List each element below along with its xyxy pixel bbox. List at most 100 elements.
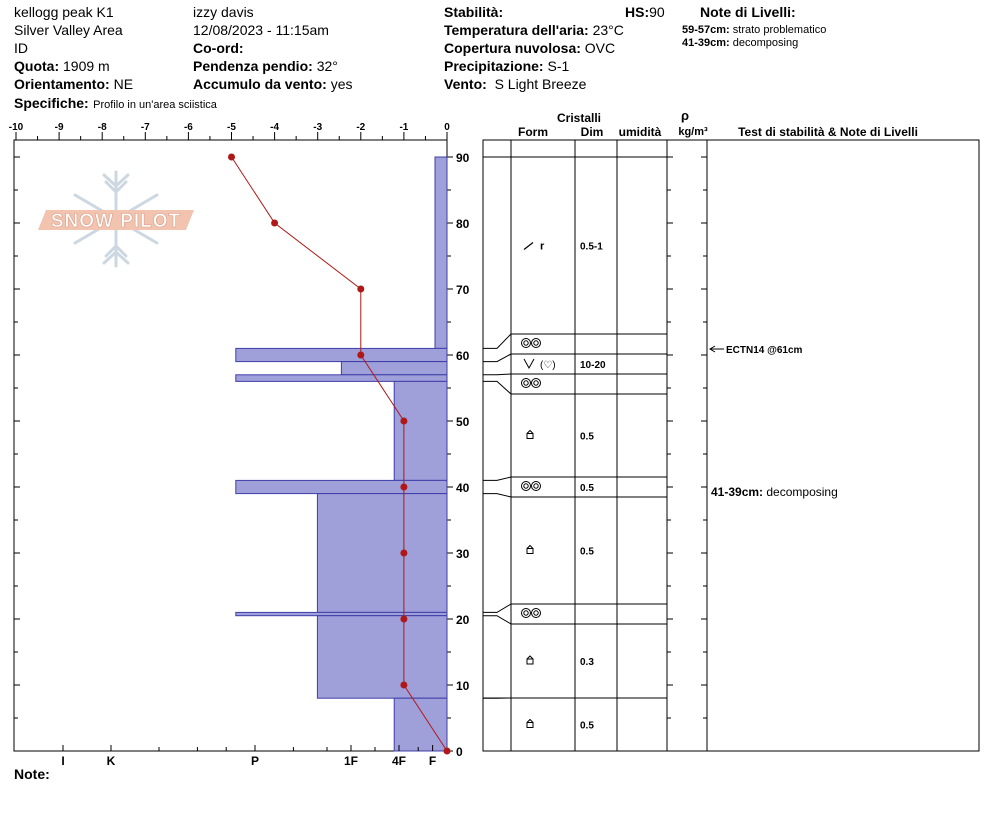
hardness-bar [316, 615, 448, 699]
hardness-bar [340, 361, 448, 376]
height-tick-label: 70 [456, 283, 470, 297]
specifiche-label: Specifiche: [14, 95, 89, 111]
density-ticks [667, 156, 707, 752]
coord-label: Co-ord: [193, 40, 244, 56]
rho-header: ρ [681, 108, 689, 123]
hardness-bar [316, 493, 448, 613]
orient-row: Orientamento: NE [14, 76, 133, 92]
quota-label: Quota: [14, 58, 60, 74]
hardness-label: I [61, 754, 64, 768]
melt-grain-outer [531, 378, 541, 388]
slope-label: Pendenza pendio: [193, 58, 313, 74]
faceted-crystals-icon [526, 718, 534, 728]
precip-row: Precipitazione: S-1 [444, 58, 569, 74]
temp-tick-label: -7 [141, 122, 150, 133]
layer-table-frame [482, 139, 980, 752]
height-tick-label: 90 [456, 151, 470, 165]
temperature-point [400, 483, 408, 491]
layer-row: 0.5 [521, 481, 594, 494]
layer-note-range: 59-57cm: [682, 24, 730, 36]
slope-row: Pendenza pendio: 32° [193, 58, 338, 74]
logo-band [38, 210, 194, 230]
layer-dim: 0.5 [580, 547, 594, 558]
melt-grain-inner [533, 610, 539, 616]
melt-grain-inner [533, 483, 539, 489]
hardness-bar [393, 697, 448, 752]
height-tick-label: 30 [456, 547, 470, 561]
temperature-profile [228, 153, 451, 755]
height-tick-label: 0 [456, 745, 463, 759]
surface-hoar-icon [523, 358, 535, 370]
temp-tick-label: 0 [444, 122, 450, 133]
id-label: ID [14, 40, 28, 56]
hs-value: 90 [649, 4, 665, 20]
hardness-label: 4F [392, 754, 406, 768]
temperature-point [400, 615, 408, 623]
layer-dim: 0.5 [580, 432, 594, 443]
layer-connector [483, 353, 512, 363]
density-unit-header: kg/m³ [678, 126, 708, 138]
melt-grain-inner [523, 340, 529, 346]
melt-forms-icon [521, 378, 541, 388]
temp-tick-label: -6 [184, 122, 193, 133]
dim-header: Dim [581, 125, 604, 139]
form-header: Form [518, 125, 548, 139]
melt-forms-icon [521, 608, 541, 618]
layer-note: 41-39cm: decomposing [682, 37, 798, 49]
wind-label: Vento: [444, 76, 487, 92]
facet-box [526, 722, 534, 728]
facet-roof [526, 429, 534, 434]
faceted-crystals-icon [526, 544, 534, 554]
temp-tick-label: -2 [356, 122, 365, 133]
layer-table: r 0.5-1 (♡) 10-20 0.5 0.5 0.5 0.3 0.5 [483, 156, 667, 732]
wind-load-row: Accumulo da vento: yes [193, 76, 352, 92]
temperature-point [400, 681, 408, 689]
melt-grain-outer [521, 338, 531, 348]
temperature-point [357, 285, 365, 293]
layer-row [521, 608, 541, 618]
side-note-text: decomposing [766, 485, 837, 499]
temp-tick-label: -1 [399, 122, 408, 133]
height-tick-label: 80 [456, 217, 470, 231]
note-label: Note: [14, 766, 50, 782]
side-note: 41-39cm: decomposing [711, 485, 838, 499]
melt-forms-icon [521, 481, 541, 491]
melt-grain-inner [533, 380, 539, 386]
orient-label: Orientamento: [14, 76, 110, 92]
facet-roof [526, 544, 534, 549]
temp-tick-label: -3 [313, 122, 322, 133]
layer-connector [483, 615, 512, 625]
layer-row: (♡) 10-20 [523, 358, 606, 371]
wind-row: Vento: S Light Breeze [444, 76, 586, 92]
slope-value: 32° [316, 58, 338, 74]
hardness-label: F [429, 754, 436, 768]
temperature-point [443, 747, 451, 755]
hardness-axis: I K P 1F 4F F [61, 745, 436, 768]
temperature-point [400, 417, 408, 425]
layer-connector [483, 373, 512, 376]
layer-row: 0.3 [526, 655, 594, 668]
specifiche-value: Profilo in un'area sciistica [93, 99, 217, 111]
wind-load-label: Accumulo da vento: [193, 76, 327, 92]
precip-value: S-1 [547, 58, 570, 74]
facet-roof [526, 655, 534, 660]
layer-connector [483, 476, 512, 481]
layer-note-range: 41-39cm: [682, 37, 730, 49]
air-temp-value: 23°C [592, 22, 624, 38]
facet-box [526, 548, 534, 554]
logo-text: SNOW PILOT [51, 211, 181, 232]
temp-tick-label: -10 [9, 122, 24, 133]
observer-name: izzy davis [193, 4, 254, 20]
facet-roof [526, 718, 534, 723]
hardness-bar [235, 479, 448, 495]
layer-row [521, 338, 541, 348]
temperature-point [400, 549, 408, 557]
melt-grain-inner [523, 380, 529, 386]
melt-grain-outer [531, 608, 541, 618]
layer-dim: 10-20 [580, 360, 606, 371]
faceted-crystals-icon [526, 655, 534, 665]
stability-test-label: ECTN14 @61cm [726, 345, 803, 356]
temperature-point [228, 153, 235, 161]
hardness-label: P [251, 754, 259, 768]
temp-tick-label: -9 [55, 122, 64, 133]
